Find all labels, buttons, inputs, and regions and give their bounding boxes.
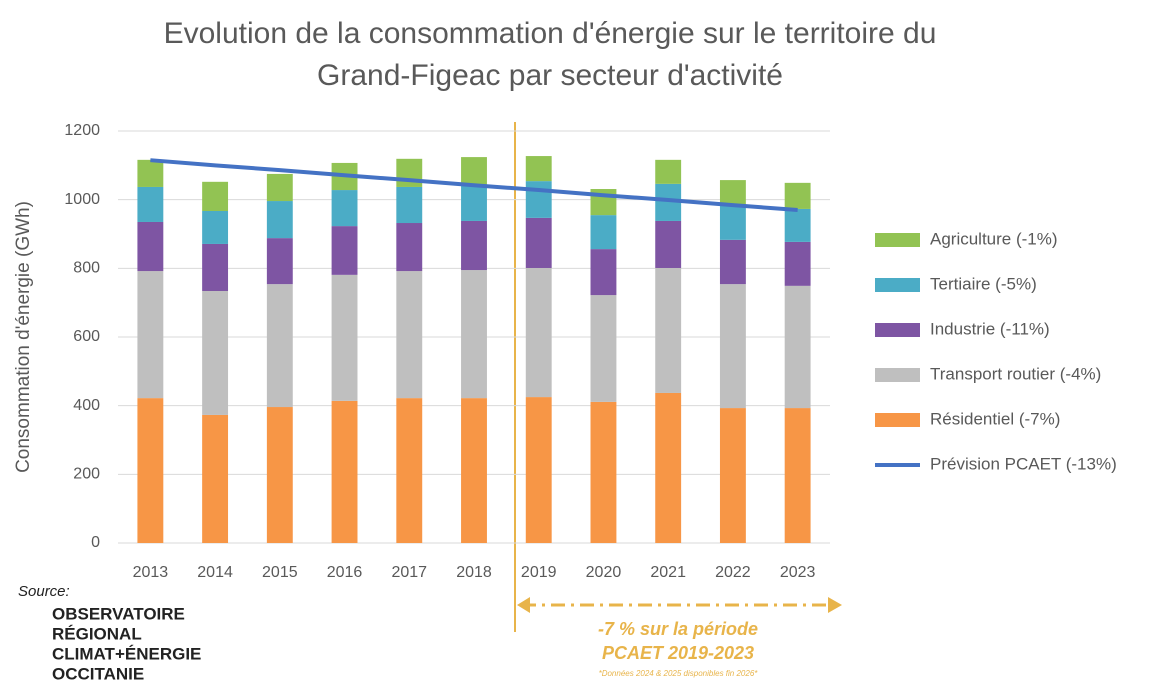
legend-label: Agriculture (-1%) — [930, 229, 1058, 248]
bar-segment — [266, 407, 293, 543]
annotation: -7 % sur la période — [598, 619, 758, 639]
bar-segment — [590, 249, 617, 296]
bar-segment — [525, 217, 552, 268]
x-tick-label: 2022 — [715, 564, 751, 581]
y-tick-label: 0 — [91, 534, 100, 551]
legend-label: Industrie (-11%) — [930, 319, 1050, 338]
bar-segment — [266, 173, 293, 202]
bar-segment — [331, 274, 358, 401]
source-logo: CLIMAT+ÉNERGIE — [52, 644, 201, 663]
x-tick-label: 2017 — [391, 564, 427, 581]
bar-segment — [266, 284, 293, 408]
legend-swatch — [875, 278, 920, 292]
bar-segment — [202, 210, 229, 244]
annotation-note: *Données 2024 & 2025 disponibles fin 202… — [599, 669, 759, 678]
bar-segment — [719, 180, 746, 205]
bar-segment — [719, 408, 746, 543]
bar-segment — [266, 201, 293, 239]
bar-segment — [525, 156, 552, 182]
bar-segment — [719, 284, 746, 409]
bar-segment — [461, 398, 487, 543]
source-label: Source: — [18, 583, 70, 600]
bar-segment — [137, 186, 164, 222]
bar-segment — [396, 398, 423, 543]
legend-swatch — [875, 368, 920, 382]
y-tick-label: 200 — [73, 466, 100, 483]
bar-segment — [655, 220, 682, 268]
bar-segment — [202, 414, 229, 543]
chart-title: Grand-Figeac par secteur d'activité — [317, 59, 783, 92]
y-tick-label: 1000 — [64, 191, 100, 208]
bar-segment — [590, 215, 617, 250]
bar-segment — [202, 243, 229, 291]
y-tick-label: 1200 — [64, 122, 100, 139]
bar-segment — [784, 408, 811, 543]
bar-segment — [331, 226, 358, 275]
bar-segment — [331, 400, 358, 543]
y-tick-label: 600 — [73, 328, 100, 345]
x-tick-label: 2021 — [650, 564, 686, 581]
bar-segment — [137, 398, 164, 543]
bar-segment — [266, 238, 293, 285]
y-tick-label: 800 — [73, 260, 100, 277]
x-tick-label: 2013 — [133, 564, 169, 581]
chart-title: Evolution de la consommation d'énergie s… — [164, 17, 937, 50]
x-tick-label: 2015 — [262, 564, 298, 581]
bar-segment — [784, 182, 811, 209]
bar-segment — [525, 397, 552, 543]
legend-label: Transport routier (-4%) — [930, 364, 1101, 383]
bar-segment — [202, 181, 229, 211]
legend-label: Tertiaire (-5%) — [930, 274, 1037, 293]
y-axis-label: Consommation d'énergie (GWh) — [13, 201, 34, 473]
x-tick-label: 2014 — [197, 564, 233, 581]
bar-segment — [461, 220, 487, 271]
forecast-line — [150, 158, 798, 212]
bar-segment — [719, 239, 746, 285]
source-logo: OBSERVATOIRE — [52, 604, 185, 623]
annotation: PCAET 2019-2023 — [602, 643, 754, 663]
bar-segment — [137, 159, 164, 187]
bar-segment — [655, 392, 682, 543]
bar-segment — [719, 204, 746, 240]
bar-segment — [202, 290, 229, 415]
x-tick-label: 2016 — [327, 564, 363, 581]
bar-segment — [396, 223, 423, 272]
bar-segment — [784, 208, 811, 242]
source-logo: RÉGIONAL — [52, 624, 142, 643]
bar-segment — [655, 267, 682, 393]
x-tick-label: 2018 — [456, 564, 492, 581]
bar-segment — [784, 241, 811, 286]
bar-segment — [137, 221, 164, 272]
bar-segment — [396, 271, 423, 399]
bar-segment — [461, 185, 487, 221]
x-tick-label: 2020 — [586, 564, 622, 581]
source-logo: OCCITANIE — [52, 664, 144, 682]
bar-segment — [461, 270, 487, 399]
bar-segment — [137, 271, 164, 399]
y-tick-label: 400 — [73, 397, 100, 414]
bar-segment — [590, 401, 617, 543]
bar-segment — [655, 159, 682, 184]
bar-segment — [331, 190, 358, 227]
x-tick-label: 2019 — [521, 564, 557, 581]
bar-segment — [396, 186, 423, 224]
legend-label: Prévision PCAET (-13%) — [930, 454, 1117, 473]
bar-segment — [784, 285, 811, 409]
legend-swatch — [875, 413, 920, 427]
legend-swatch — [875, 233, 920, 247]
legend-swatch — [875, 323, 920, 337]
bar-segment — [525, 181, 552, 218]
bar-segment — [525, 267, 552, 398]
legend-label: Résidentiel (-7%) — [930, 409, 1060, 428]
bar-segment — [461, 157, 487, 186]
bar-segment — [590, 295, 617, 402]
x-tick-label: 2023 — [780, 564, 816, 581]
